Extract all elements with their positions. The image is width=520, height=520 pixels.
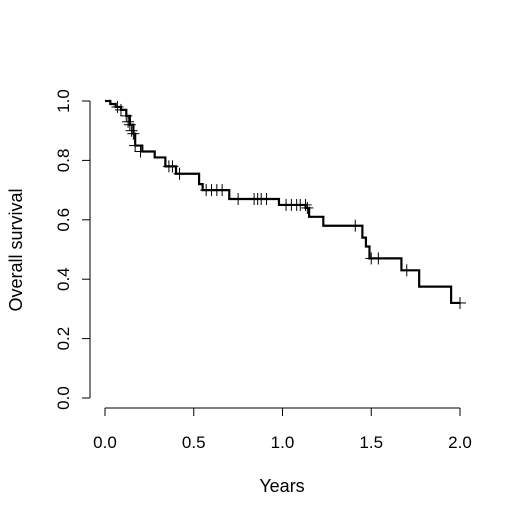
censor-mark (127, 127, 140, 140)
censor-mark (120, 109, 133, 122)
censor-mark (372, 252, 385, 265)
y-tick-label: 0.8 (54, 149, 73, 173)
censor-mark (260, 193, 273, 206)
censor-mark (299, 198, 312, 211)
censor-mark (134, 145, 147, 158)
censor-mark (400, 264, 413, 277)
chart-marks (105, 99, 466, 309)
y-tick-label: 0.6 (54, 208, 73, 232)
x-axis-label: Years (259, 476, 304, 496)
x-tick-label: 1.5 (359, 433, 383, 452)
censor-mark (301, 201, 314, 214)
y-tick-label: 0.4 (54, 267, 73, 291)
censor-mark (166, 160, 179, 173)
censor-mark (173, 167, 186, 180)
censor-mark (129, 139, 142, 152)
censor-mark (122, 115, 135, 128)
censor-mark (232, 193, 245, 206)
x-tick-label: 2.0 (448, 433, 472, 452)
y-tick-label: 0.2 (54, 327, 73, 351)
censor-mark (454, 296, 466, 309)
censor-mark (349, 219, 362, 232)
y-tick-label: 0.0 (54, 386, 73, 410)
x-tick-label: 1.0 (271, 433, 295, 452)
censor-mark (123, 118, 136, 131)
censor-mark (114, 103, 127, 116)
censor-mark (216, 184, 229, 197)
y-axis-label: Overall survival (6, 188, 26, 311)
x-tick-label: 0.0 (93, 433, 117, 452)
axes: 0.0 0.5 1.0 1.5 2.0 0.0 0.2 0.4 0.6 0.8 1.0 (54, 89, 472, 452)
y-tick-label: 1.0 (54, 89, 73, 113)
censor-mark (111, 100, 124, 113)
x-tick-label: 0.5 (182, 433, 206, 452)
censor-mark (125, 124, 138, 137)
